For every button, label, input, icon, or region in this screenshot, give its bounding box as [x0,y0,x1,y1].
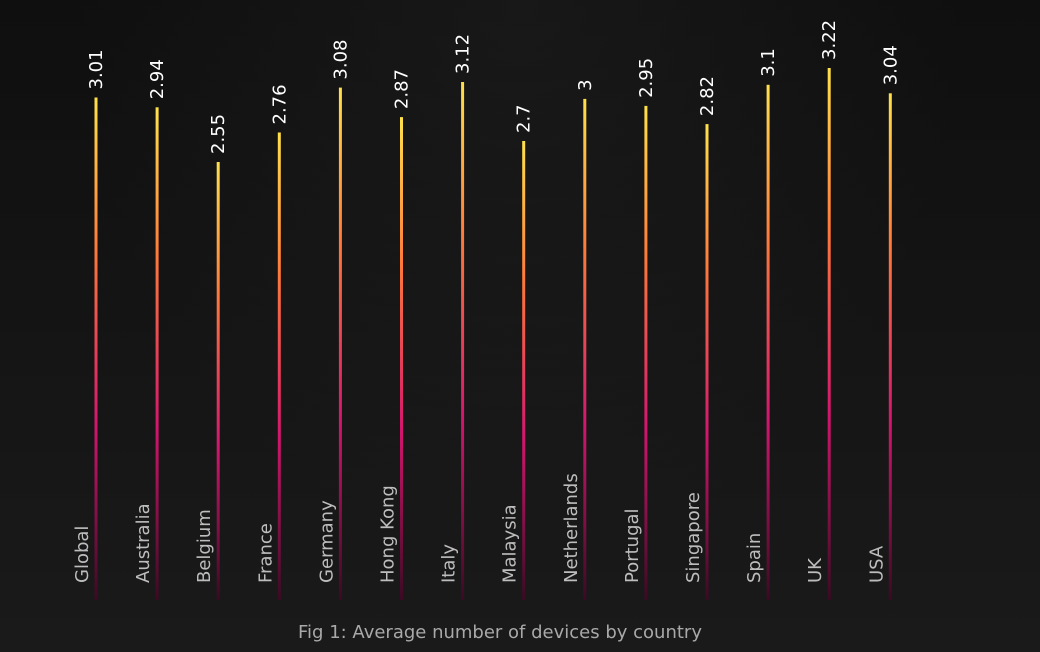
value-label: 3.22 [819,20,840,60]
category-label: Portugal [622,508,643,583]
category-labels-group: Global Australia Belgium France Germany Hong … [72,473,887,583]
bar [583,98,587,601]
value-label: 2.95 [636,58,657,98]
bar [827,68,831,600]
value-label: 3.08 [330,40,351,80]
bar [94,97,98,600]
value-label: 3.12 [453,34,474,74]
bar [766,84,770,601]
category-label: Hong Kong [378,485,399,583]
bars-group [94,68,892,601]
bar [644,105,648,601]
category-label: Germany [316,500,337,583]
bar [216,162,220,600]
bar [522,141,526,600]
bar [461,82,465,600]
category-label: Italy [439,544,460,583]
category-label: Global [72,526,93,583]
category-label: France [255,523,276,583]
value-label: 2.76 [269,84,290,124]
bar [338,87,342,601]
value-label: 3.01 [86,49,107,89]
category-label: USA [866,545,887,583]
value-label: 2.82 [697,76,718,116]
value-label: 3 [575,79,596,90]
category-label: Australia [133,503,154,583]
figure-caption: Fig 1: Average number of devices by coun… [298,622,702,643]
value-label: 3.04 [880,45,901,85]
category-label: UK [805,557,826,583]
bar [400,117,403,600]
category-label: Netherlands [561,473,582,583]
category-label: Belgium [194,509,215,583]
value-labels-group: 3.01 2.94 2.55 2.76 3.08 2.87 3.12 2.7 3 2.95 2.82… [86,20,901,154]
category-label: Malaysia [500,504,521,583]
bar [155,107,159,601]
value-label: 2.55 [208,114,229,154]
value-label: 3.1 [758,48,779,77]
value-label: 2.94 [147,59,168,99]
value-label: 2.7 [514,104,535,133]
bar [888,93,892,601]
value-label: 2.87 [392,69,413,109]
bar [705,124,709,600]
category-label: Singapore [683,492,704,583]
category-label: Spain [744,533,765,583]
bar [277,132,281,600]
